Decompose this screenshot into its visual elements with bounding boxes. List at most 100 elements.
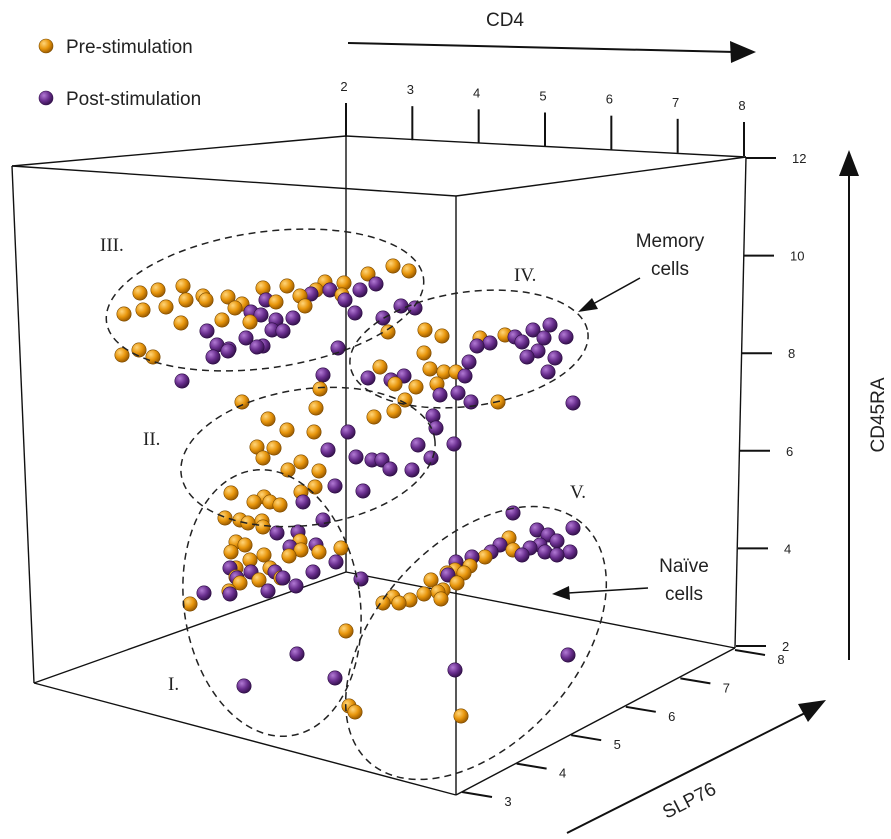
- pre-stimulation-point: [417, 322, 433, 338]
- cluster-outline-III: [105, 228, 425, 372]
- pre-stimulation-point: [145, 349, 161, 365]
- data-points: [114, 258, 581, 724]
- naive-arrow-line: [567, 587, 649, 594]
- x-tick-label: 2: [340, 79, 347, 94]
- z-axis-title: CD45RA: [868, 377, 889, 452]
- annotation-naive: Naïve cells: [552, 556, 709, 605]
- post-stimulation-point: [337, 292, 353, 308]
- pre-stimulation-point: [223, 544, 239, 560]
- post-stimulation-point: [482, 335, 498, 351]
- post-stimulation-point: [348, 449, 364, 465]
- y-tick-label: 5: [614, 737, 621, 752]
- z-tick-label: 4: [784, 541, 791, 556]
- box-edge: [11, 165, 457, 197]
- z-tick-label: 12: [792, 151, 806, 166]
- y-tick-mark: [625, 705, 656, 713]
- box-edge: [455, 647, 736, 796]
- post-stimulation-point: [407, 300, 423, 316]
- box-edge: [33, 682, 457, 796]
- y-tick-label: 7: [723, 680, 730, 695]
- pre-stimulation-point: [198, 292, 214, 308]
- legend-label-pre: Pre-stimulation: [66, 37, 193, 58]
- post-stimulation-point: [565, 520, 581, 536]
- cluster-outline-I: [182, 468, 362, 738]
- post-stimulation-point: [514, 547, 530, 563]
- y-tick-mark: [571, 734, 602, 742]
- pre-stimulation-point: [266, 440, 282, 456]
- post-stimulation-point: [220, 343, 236, 359]
- pre-stimulation-point: [293, 542, 309, 558]
- post-stimulation-point: [558, 329, 574, 345]
- memory-label-line1: Memory: [636, 231, 705, 252]
- post-stimulation-point: [315, 512, 331, 528]
- post-stimulation-point: [368, 276, 384, 292]
- x-tick-label: 7: [672, 95, 679, 110]
- cluster-label-IV: IV.: [514, 265, 536, 286]
- pre-stimulation-point: [135, 302, 151, 318]
- box-edge: [455, 156, 747, 197]
- pre-stimulation-point: [116, 306, 132, 322]
- memory-arrowhead: [578, 298, 598, 312]
- pre-stimulation-point: [338, 623, 354, 639]
- post-stimulation-point: [560, 647, 576, 663]
- pre-stimulation-point: [242, 314, 258, 330]
- cluster-outlines: [105, 228, 608, 781]
- cluster-label-I: I.: [168, 674, 179, 695]
- naive-arrowhead: [552, 586, 570, 600]
- pre-stimulation-point: [237, 537, 253, 553]
- legend: Pre-stimulation Post-stimulation: [38, 37, 201, 110]
- pre-stimulation-point: [312, 381, 328, 397]
- post-stimulation-point: [463, 394, 479, 410]
- cluster-label-II: II.: [143, 429, 160, 450]
- pre-stimulation-point: [422, 361, 438, 377]
- pre-stimulation-point: [306, 424, 322, 440]
- post-stimulation-point: [236, 678, 252, 694]
- pre-stimulation-point: [453, 708, 469, 724]
- post-stimulation-point: [275, 570, 291, 586]
- post-stimulation-point: [382, 461, 398, 477]
- post-stimulation-point: [562, 544, 578, 560]
- post-stimulation-point: [519, 349, 535, 365]
- legend-marker-post: [38, 90, 54, 106]
- pre-stimulation-point: [217, 510, 233, 526]
- z-tick-label: 6: [786, 444, 793, 459]
- post-stimulation-point: [404, 462, 420, 478]
- post-stimulation-point: [514, 334, 530, 350]
- post-stimulation-point: [253, 307, 269, 323]
- pre-stimulation-point: [386, 403, 402, 419]
- cd45ra-arrowhead: [839, 150, 859, 176]
- pre-stimulation-point: [178, 292, 194, 308]
- pre-stimulation-point: [293, 454, 309, 470]
- post-stimulation-point: [547, 350, 563, 366]
- post-stimulation-point: [340, 424, 356, 440]
- post-stimulation-point: [423, 450, 439, 466]
- post-stimulation-point: [549, 533, 565, 549]
- pre-stimulation-point: [280, 462, 296, 478]
- pre-stimulation-point: [240, 515, 256, 531]
- y-axis-ticks: 3 4 5 6 7 8: [461, 649, 785, 809]
- cd4-arrowhead: [730, 41, 756, 63]
- naive-label-line2: cells: [665, 584, 703, 605]
- y-tick-mark: [461, 791, 493, 798]
- pre-stimulation-point: [391, 595, 407, 611]
- pre-stimulation-point: [246, 494, 262, 510]
- post-stimulation-point: [542, 317, 558, 333]
- post-stimulation-point: [320, 442, 336, 458]
- pre-stimulation-point: [223, 485, 239, 501]
- pre-stimulation-point: [220, 289, 236, 305]
- post-stimulation-point: [327, 670, 343, 686]
- naive-label-line1: Naïve: [659, 556, 709, 577]
- pre-stimulation-point: [477, 549, 493, 565]
- pre-stimulation-point: [434, 328, 450, 344]
- post-stimulation-point: [457, 368, 473, 384]
- pre-stimulation-point: [182, 596, 198, 612]
- slp76-arrowhead: [798, 700, 826, 722]
- pre-stimulation-point: [307, 479, 323, 495]
- pre-stimulation-point: [416, 345, 432, 361]
- cluster-outline-V: [344, 505, 608, 781]
- x-tick-label: 8: [738, 98, 745, 113]
- pre-stimulation-point: [311, 463, 327, 479]
- post-stimulation-point: [536, 330, 552, 346]
- post-stimulation-point: [295, 494, 311, 510]
- axis-arrows: [347, 41, 859, 834]
